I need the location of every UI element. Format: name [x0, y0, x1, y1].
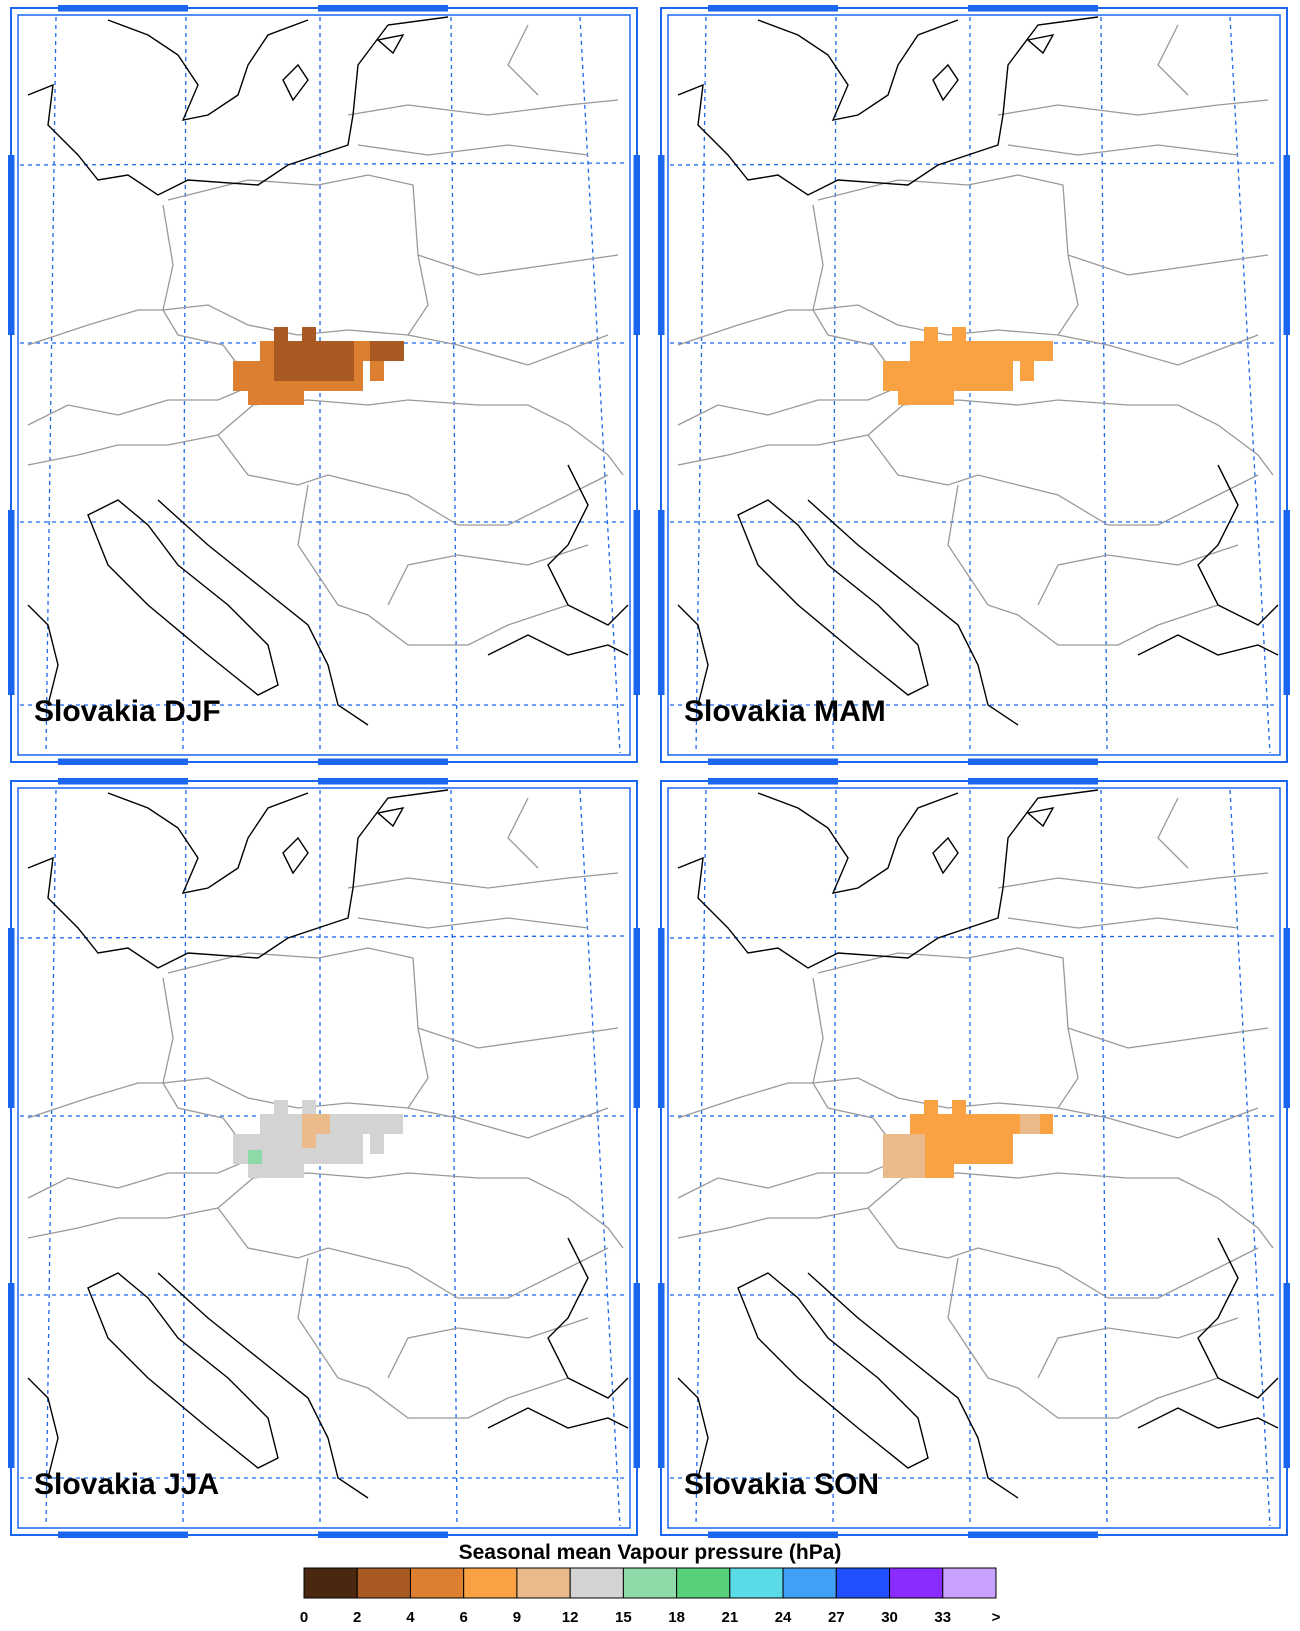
colorbar-tick-label: 9: [513, 1609, 521, 1626]
colorbar-box: [303, 1567, 358, 1599]
map: [658, 5, 1290, 765]
colorbar-tick-label: 12: [562, 1609, 579, 1626]
colorbar-tick-label: 18: [668, 1609, 685, 1626]
colorbar-title: Seasonal mean Vapour pressure (hPa): [458, 1541, 842, 1564]
colorbar-tick-label: 15: [615, 1609, 632, 1626]
map-panel: Slovakia MAM: [658, 5, 1290, 765]
colorbar: 0 2 4 6 9 12 15 18 21 24 27 30 33 >: [300, 1567, 1001, 1626]
map: [8, 778, 640, 1538]
colorbar-tick-label: 4: [406, 1609, 415, 1626]
map: [8, 5, 640, 765]
colorbar-box: [676, 1567, 731, 1599]
colorbar-box: [516, 1567, 571, 1599]
map-panel: Slovakia SON: [658, 778, 1290, 1538]
map: [658, 778, 1290, 1538]
colorbar-box: [463, 1567, 518, 1599]
colorbar-box: [835, 1567, 891, 1599]
panel-label: Slovakia MAM: [684, 695, 886, 728]
colorbar-tick-label: 30: [881, 1609, 898, 1626]
colorbar-box: [782, 1567, 837, 1599]
panel-label: Slovakia SON: [684, 1468, 880, 1501]
colorbar-box: [729, 1567, 784, 1599]
colorbar-tick-label: 2: [353, 1609, 361, 1626]
colorbar-tick-label: 27: [828, 1609, 845, 1626]
colorbar-box: [622, 1567, 678, 1599]
map-panel: Slovakia JJA: [8, 778, 640, 1538]
grid-cells: [883, 1100, 1053, 1178]
colorbar-box: [942, 1567, 997, 1599]
colorbar-tick-label: 24: [775, 1609, 792, 1626]
map-panel: Slovakia DJF: [8, 5, 640, 765]
colorbar-box: [356, 1567, 411, 1599]
colorbar-box: [409, 1567, 465, 1599]
colorbar-tick-label: 0: [300, 1609, 308, 1626]
colorbar-box: [569, 1567, 624, 1599]
colorbar-tick-label: 6: [460, 1609, 468, 1626]
grid-cells: [233, 327, 404, 405]
colorbar-tick-label: >: [992, 1609, 1001, 1626]
grid-cells: [233, 1100, 403, 1178]
grid-cells: [883, 327, 1053, 405]
colorbar-tick-label: 21: [722, 1609, 739, 1626]
colorbar-box: [889, 1567, 944, 1599]
panel-label: Slovakia JJA: [34, 1468, 220, 1501]
colorbar-tick-label: 33: [934, 1609, 951, 1626]
panel-label: Slovakia DJF: [34, 695, 221, 728]
